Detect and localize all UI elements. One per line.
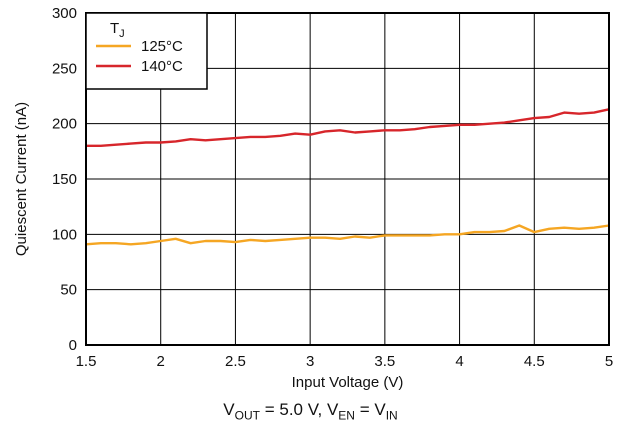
x-tick-label: 2.5	[225, 353, 246, 370]
y-tick-label: 300	[52, 5, 77, 22]
x-axis-label: Input Voltage (V)	[292, 374, 404, 391]
x-tick-label: 1.5	[76, 353, 97, 370]
plot-frame	[85, 12, 610, 346]
series-line-140c	[86, 108, 610, 147]
y-axis-label: Quiescent Current (nA)	[13, 102, 30, 256]
x-tick-label: 3.5	[374, 353, 395, 370]
legend-box	[85, 12, 208, 90]
caption-vin-subscript: IN	[385, 408, 398, 423]
caption-vout-subscript: OUT	[234, 408, 260, 423]
x-tick-label: 5	[605, 353, 613, 370]
chart-caption: VOUT = 5.0 V, VEN = VIN	[0, 400, 621, 422]
series-line-125c	[85, 224, 610, 246]
x-tick-label: 4.5	[524, 353, 545, 370]
legend-label: 125°C	[141, 38, 183, 55]
legend-title-main: T	[110, 20, 119, 37]
y-tick-label: 250	[52, 60, 77, 77]
caption-ven-subscript: EN	[338, 408, 355, 423]
y-tick-label: 200	[52, 116, 77, 133]
series-layer	[85, 108, 610, 246]
y-tick-label: 0	[69, 337, 77, 354]
legend: TJ 125°C 140°C	[85, 12, 208, 90]
caption-vout-symbol: V	[223, 400, 235, 419]
x-tick-label: 2	[157, 353, 165, 370]
caption-vin-symbol: V	[374, 400, 386, 419]
legend-title: TJ	[110, 20, 125, 40]
y-tick-label: 150	[52, 171, 77, 188]
y-tick-label: 100	[52, 226, 77, 243]
caption-ven-symbol: V	[326, 400, 339, 419]
caption-equals: =	[354, 400, 375, 419]
legend-label: 140°C	[141, 58, 183, 75]
x-tick-label: 4	[455, 353, 463, 370]
y-tick-label: 50	[60, 282, 77, 299]
legend-title-sub: J	[119, 28, 125, 40]
x-tick-label: 3	[306, 353, 314, 370]
caption-vout-value: = 5.0 V,	[259, 400, 327, 419]
